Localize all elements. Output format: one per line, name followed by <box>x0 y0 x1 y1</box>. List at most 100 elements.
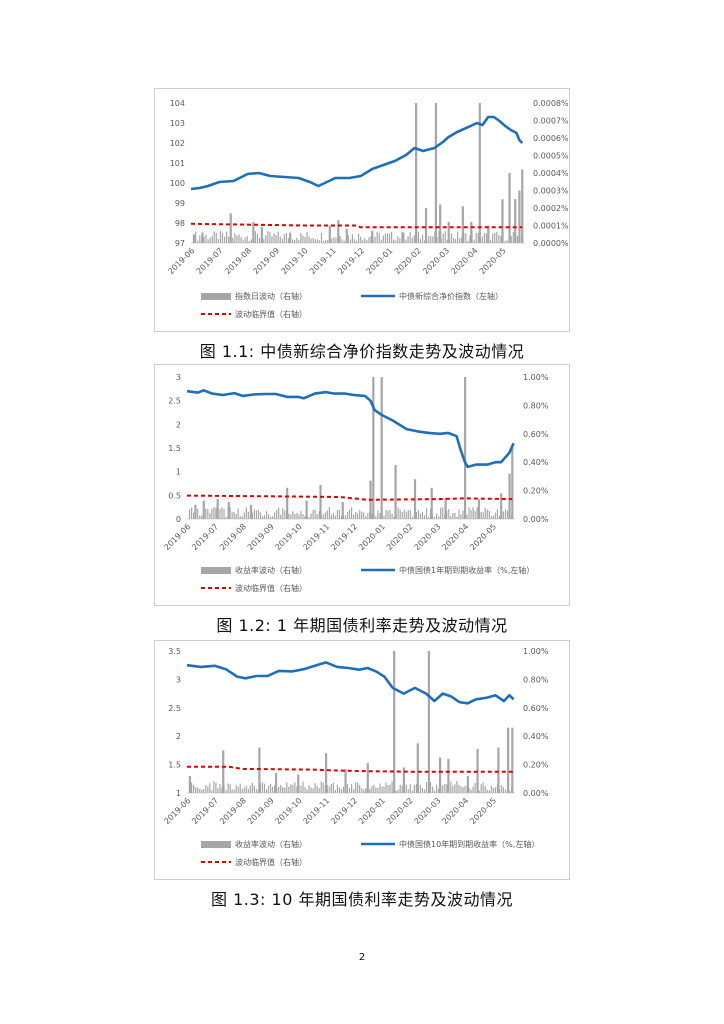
x-axis-tick: 2019-08 <box>223 246 253 276</box>
x-axis-tick: 2020-05 <box>478 246 508 276</box>
volatility-bar <box>425 782 428 793</box>
volatility-bar <box>479 239 481 243</box>
volatility-bar <box>247 511 249 519</box>
volatility-bar <box>328 786 330 793</box>
x-axis-tick: 2020-01 <box>357 796 387 826</box>
volatility-bar <box>207 508 209 519</box>
volatility-bar <box>286 508 288 519</box>
volatility-bar <box>219 784 221 793</box>
volatility-bar <box>284 510 286 519</box>
right-axis-tick: 0.0000% <box>533 239 569 248</box>
volatility-bar <box>259 512 262 519</box>
volatility-bar <box>365 516 367 519</box>
volatility-bar <box>355 240 358 243</box>
volatility-bar <box>324 753 328 793</box>
x-axis-tick: 2020-01 <box>357 522 387 552</box>
legend-bar-swatch <box>201 841 231 848</box>
volatility-bar <box>407 789 409 793</box>
volatility-bar <box>361 788 363 793</box>
volatility-bar <box>403 787 405 793</box>
right-axis-tick: 0.60% <box>523 704 549 713</box>
volatility-bar <box>496 231 498 243</box>
volatility-bar <box>223 508 225 519</box>
volatility-bar <box>407 236 409 243</box>
volatility-bar <box>312 237 314 243</box>
volatility-bar <box>324 512 326 519</box>
volatility-bar <box>233 511 235 519</box>
volatility-bar <box>430 236 432 243</box>
x-axis-tick: 2019-06 <box>162 522 192 552</box>
volatility-bar <box>282 787 284 793</box>
volatility-bar <box>367 782 369 793</box>
volatility-bar <box>324 785 326 793</box>
volatility-bar <box>197 240 199 243</box>
volatility-bar <box>312 788 314 793</box>
volatility-bar <box>496 784 498 793</box>
x-axis-tick: 2020-02 <box>385 796 415 826</box>
volatility-bar <box>375 515 377 519</box>
volatility-bar <box>374 236 376 243</box>
volatility-bar <box>463 377 467 519</box>
volatility-bar <box>480 784 482 793</box>
index-line <box>186 388 515 469</box>
volatility-bar <box>241 516 243 519</box>
right-axis-tick: 0.80% <box>523 675 549 684</box>
volatility-bar <box>397 789 399 793</box>
volatility-bar <box>466 775 469 793</box>
volatility-bar <box>502 231 504 243</box>
volatility-bar <box>383 515 385 519</box>
volatility-bar <box>274 785 276 793</box>
right-axis-tick: 0.60% <box>523 430 549 439</box>
volatility-bar <box>211 508 213 519</box>
x-axis-tick: 2019-10 <box>274 522 304 552</box>
volatility-bar <box>245 785 247 793</box>
volatility-bar <box>232 237 234 243</box>
volatility-bar <box>419 785 422 793</box>
volatility-bar <box>424 240 426 243</box>
volatility-bar <box>296 237 298 243</box>
volatility-bar <box>511 448 514 519</box>
left-axis-tick: 101 <box>170 159 185 168</box>
volatility-bar <box>372 237 374 243</box>
volatility-bar <box>346 511 349 519</box>
volatility-bar <box>413 235 415 243</box>
volatility-bar <box>474 511 476 519</box>
volatility-bar <box>249 508 251 519</box>
volatility-bar <box>474 782 476 793</box>
left-axis-tick: 97 <box>175 239 185 248</box>
volatility-bar <box>228 236 230 243</box>
volatility-bar <box>339 235 341 243</box>
volatility-bar <box>302 514 304 519</box>
volatility-bar <box>229 507 231 519</box>
volatility-bar <box>393 516 395 519</box>
x-axis-tick: 2019-07 <box>195 246 225 276</box>
volatility-bar <box>381 786 383 793</box>
volatility-bar <box>227 783 229 793</box>
volatility-bar <box>401 786 403 793</box>
volatility-bar <box>290 784 292 793</box>
volatility-bar <box>444 497 447 519</box>
volatility-bar <box>471 232 473 243</box>
right-axis-tick: 0.0001% <box>533 222 569 231</box>
volatility-bar <box>322 240 325 243</box>
volatility-bar <box>520 237 523 243</box>
volatility-bar <box>287 238 290 243</box>
volatility-bar <box>341 239 343 243</box>
volatility-bar <box>409 232 411 243</box>
volatility-bar <box>197 787 199 793</box>
volatility-bar <box>454 512 456 519</box>
volatility-bar <box>512 232 514 243</box>
x-axis-tick: 2020-02 <box>385 522 415 552</box>
legend-bar-label: 收益率波动（右轴） <box>235 565 307 575</box>
volatility-bar <box>426 240 428 243</box>
chart-3-svg: 3.5 3 2.5 2 1.5 1 1.00% 0.80% 0.60% 0.40% 0.20% 0.0… <box>162 647 549 867</box>
volatility-bar <box>364 238 366 243</box>
volatility-bar <box>397 236 399 243</box>
volatility-bar <box>478 514 480 519</box>
volatility-bar <box>371 230 374 243</box>
volatility-bar <box>261 782 264 793</box>
volatility-bar <box>333 237 335 243</box>
volatility-bar <box>242 239 244 243</box>
volatility-bar <box>488 790 490 793</box>
x-axis-tick: 2019-07 <box>190 522 220 552</box>
